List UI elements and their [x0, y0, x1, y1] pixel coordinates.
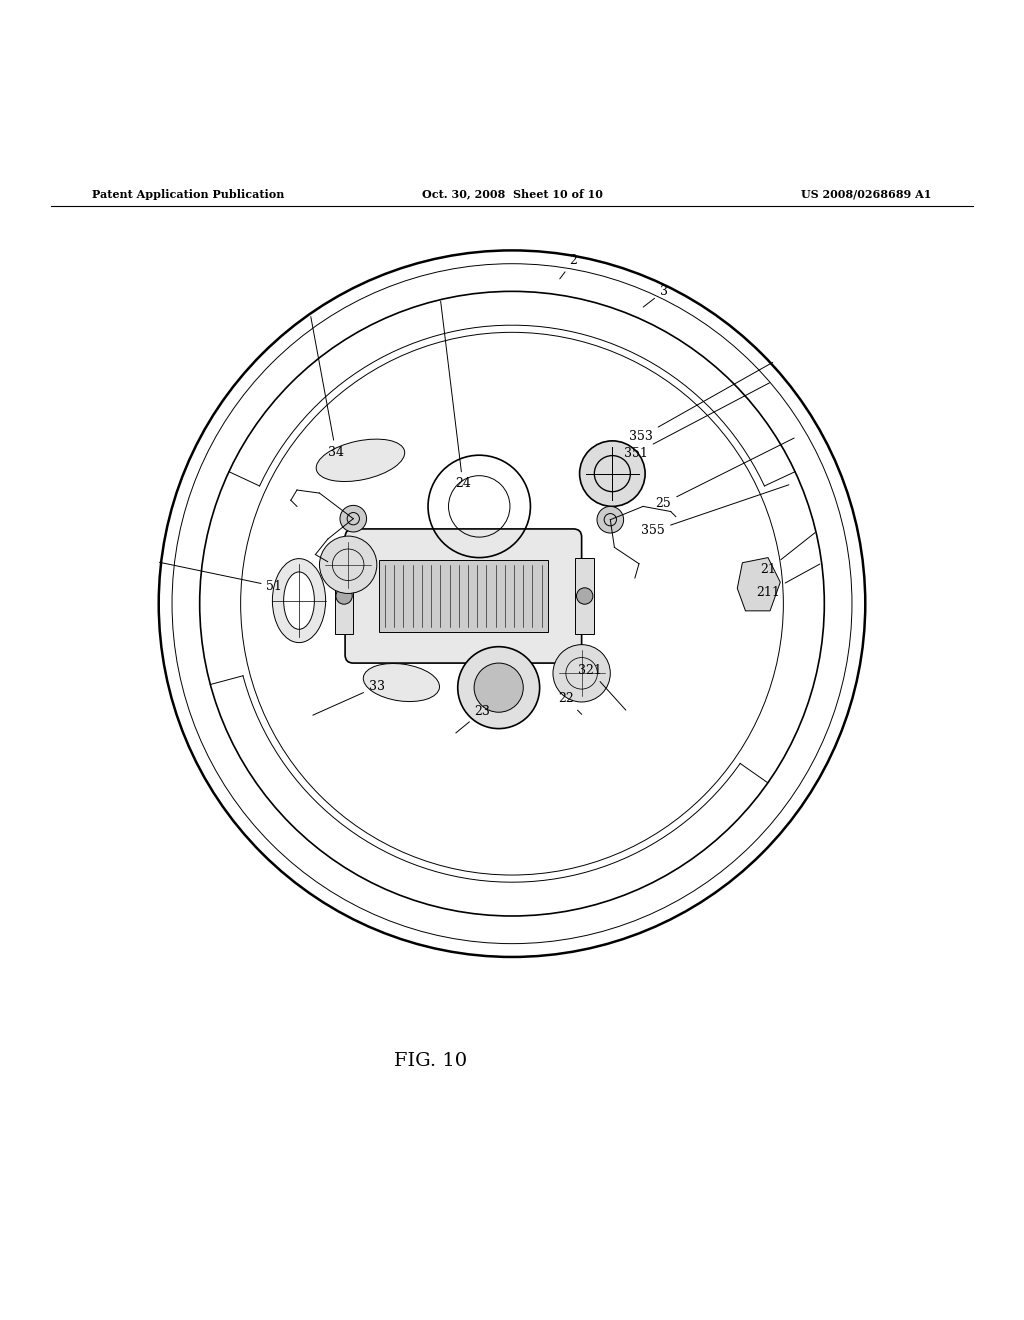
Circle shape: [319, 536, 377, 594]
Text: 211: 211: [756, 564, 820, 599]
Ellipse shape: [316, 440, 404, 482]
FancyBboxPatch shape: [345, 529, 582, 663]
Text: 22: 22: [558, 693, 582, 714]
Ellipse shape: [364, 664, 439, 701]
Text: 25: 25: [655, 438, 795, 510]
Text: Patent Application Publication: Patent Application Publication: [92, 189, 285, 199]
Text: 2: 2: [560, 255, 578, 279]
Circle shape: [553, 644, 610, 702]
Text: 351: 351: [624, 383, 770, 459]
Text: 33: 33: [312, 680, 385, 715]
Circle shape: [597, 507, 624, 533]
Text: 3: 3: [643, 285, 668, 308]
Circle shape: [580, 441, 645, 507]
Bar: [379, 560, 548, 632]
Text: 23: 23: [456, 705, 490, 733]
Circle shape: [340, 506, 367, 532]
Circle shape: [577, 587, 593, 605]
Bar: [575, 557, 594, 635]
Text: 24: 24: [440, 301, 471, 490]
Circle shape: [458, 647, 540, 729]
Text: FIG. 10: FIG. 10: [393, 1052, 467, 1071]
Text: 34: 34: [310, 317, 344, 458]
Ellipse shape: [284, 572, 314, 630]
Ellipse shape: [272, 558, 326, 643]
Circle shape: [336, 587, 352, 605]
Text: 21: 21: [760, 533, 815, 577]
Text: 355: 355: [641, 484, 788, 537]
Text: US 2008/0268689 A1: US 2008/0268689 A1: [802, 189, 932, 199]
Text: Oct. 30, 2008  Sheet 10 of 10: Oct. 30, 2008 Sheet 10 of 10: [422, 189, 602, 199]
Text: 321: 321: [578, 664, 626, 710]
Text: 353: 353: [629, 363, 773, 444]
Circle shape: [474, 663, 523, 713]
Bar: [335, 557, 353, 635]
Text: 51: 51: [160, 562, 283, 593]
Polygon shape: [737, 557, 780, 611]
